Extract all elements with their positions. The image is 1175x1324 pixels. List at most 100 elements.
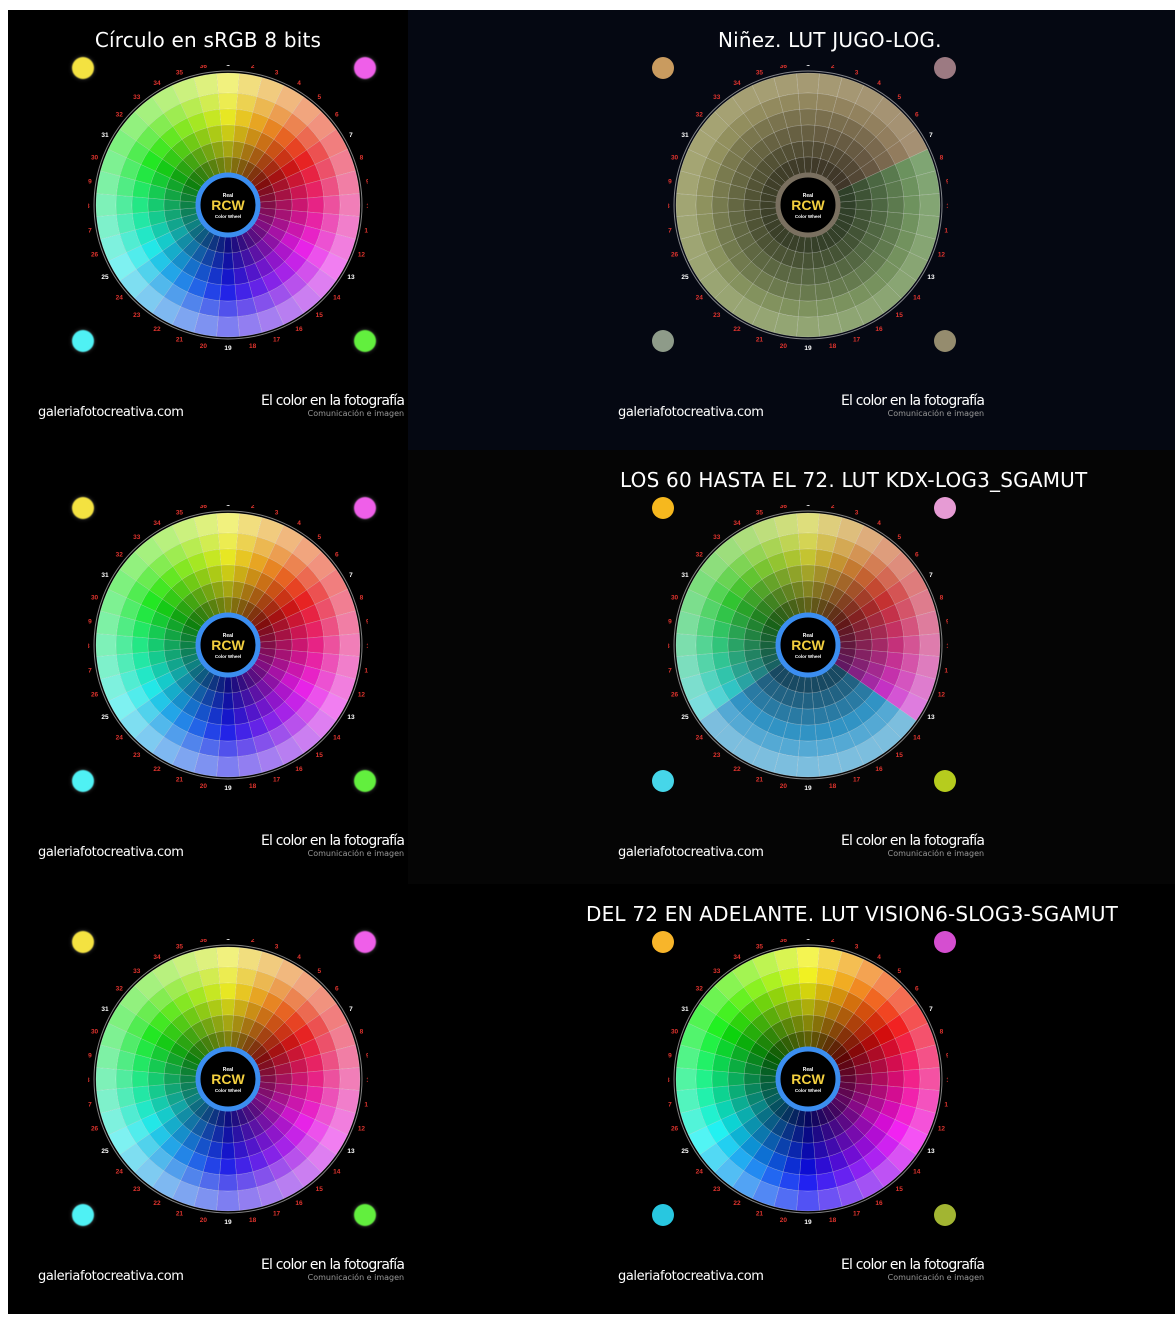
wheel-segment — [95, 193, 117, 217]
wheel-number: 6 — [335, 986, 339, 993]
center-label-bottom: Color Wheel — [795, 654, 821, 659]
wheel-number: 22 — [733, 766, 741, 773]
site-logo: galeriafotocreativa.com — [38, 405, 184, 420]
wheel-number: 12 — [358, 692, 366, 699]
wheel-segment — [727, 637, 745, 653]
wheel-number: 29 — [668, 618, 672, 625]
wheel-number: 17 — [273, 1210, 281, 1217]
wheel-number: 24 — [696, 294, 704, 301]
wheel-number: 24 — [696, 734, 704, 741]
wheel-segment — [727, 197, 745, 213]
wheel-segment — [163, 199, 181, 211]
swatch-dot-tr — [934, 931, 956, 953]
center-label-top: Real — [803, 1067, 814, 1073]
wheel-number: 3 — [275, 944, 279, 951]
wheel-number: 23 — [133, 1186, 141, 1193]
wheel-number: 31 — [101, 1006, 109, 1013]
wheel-segment — [219, 548, 237, 566]
wheel-number: 31 — [681, 132, 689, 139]
wheel-segment — [743, 1073, 761, 1085]
wheel-segment — [802, 1126, 814, 1144]
wheel-number: 9 — [366, 1052, 368, 1059]
center-label-bottom: Color Wheel — [215, 654, 241, 659]
wheel-number: 26 — [671, 1126, 679, 1133]
slogan-sub: Comunicación e imagen — [307, 409, 405, 418]
wheel-number: 11 — [944, 1102, 948, 1109]
center-label-rcw: RCW — [791, 637, 825, 653]
slogan-sub: Comunicación e imagen — [887, 849, 985, 858]
wheel-segment — [216, 756, 240, 778]
wheel-segment — [131, 1070, 149, 1088]
wheel-segment — [217, 300, 239, 318]
wheel-number: 26 — [91, 1126, 99, 1133]
wheel-segment — [797, 532, 819, 550]
center-label-rcw: RCW — [211, 637, 245, 653]
wheel-number: 15 — [896, 1186, 904, 1193]
wheel-number: 13 — [927, 274, 935, 281]
wheel-number: 21 — [756, 776, 764, 783]
wheel-number: 33 — [713, 534, 721, 541]
wheel-number: 25 — [681, 274, 689, 281]
wheel-number: 1 — [806, 65, 810, 68]
wheel-segment — [307, 196, 325, 214]
wheel-number: 18 — [249, 343, 257, 350]
wheel-number: 33 — [713, 968, 721, 975]
swatch-dot-tr — [354, 57, 376, 79]
wheel-number: 24 — [116, 734, 124, 741]
wheel-segment — [216, 72, 240, 94]
wheel-number: 7 — [929, 1006, 933, 1013]
wheel-number: 6 — [915, 986, 919, 993]
wheel-segment — [291, 197, 309, 213]
wheel-number: 32 — [116, 986, 124, 993]
wheel-number: 27 — [668, 228, 672, 235]
wheel-number: 3 — [855, 70, 859, 77]
wheel-number: 5 — [317, 94, 321, 101]
wheel-number: 6 — [915, 112, 919, 119]
wheel-number: 33 — [133, 968, 141, 975]
swatch-dot-tl — [72, 57, 94, 79]
wheel-segment — [799, 724, 817, 742]
wheel-number: 34 — [153, 80, 161, 87]
wheel-segment — [695, 634, 713, 656]
wheel-number: 34 — [733, 80, 741, 87]
wheel-number: 27 — [88, 668, 92, 675]
wheel-segment — [903, 1068, 921, 1090]
wheel-number: 4 — [877, 80, 881, 87]
wheel-number: 4 — [297, 80, 301, 87]
wheel-number: 28 — [668, 643, 670, 650]
wheel-segment — [797, 966, 819, 984]
wheel-rim — [673, 70, 943, 340]
wheel-number: 4 — [297, 954, 301, 961]
slogan-sub: Comunicación e imagen — [887, 409, 985, 418]
wheel-number: 18 — [829, 1217, 837, 1224]
wheel-number: 28 — [88, 203, 90, 210]
wheel-number: 1 — [806, 939, 810, 942]
wheel-number: 4 — [877, 954, 881, 961]
site-logo: galeriafotocreativa.com — [618, 405, 764, 420]
wheel-number: 17 — [853, 1210, 861, 1217]
wheel-number: 17 — [853, 776, 861, 783]
wheel-number: 5 — [897, 968, 901, 975]
wheel-number: 25 — [101, 274, 109, 281]
wheel-rim — [673, 944, 943, 1214]
wheel-number: 33 — [133, 94, 141, 101]
wheel-number: 30 — [671, 1028, 679, 1035]
wheel-segment — [115, 194, 133, 216]
wheel-number: 29 — [88, 178, 92, 185]
wheel-number: 18 — [829, 783, 837, 790]
wheel-segment — [871, 637, 889, 653]
wheel-segment — [339, 193, 361, 217]
slogan: El color en la fotografía Comunicación e … — [261, 1257, 405, 1282]
wheel-number: 33 — [713, 94, 721, 101]
wheel-segment — [800, 564, 816, 582]
wheel-number: 30 — [91, 594, 99, 601]
slogan-sub: Comunicación e imagen — [307, 1273, 405, 1282]
wheel-number: 32 — [696, 112, 704, 119]
wheel-segment — [796, 72, 820, 94]
wheel-number: 19 — [804, 1219, 812, 1226]
